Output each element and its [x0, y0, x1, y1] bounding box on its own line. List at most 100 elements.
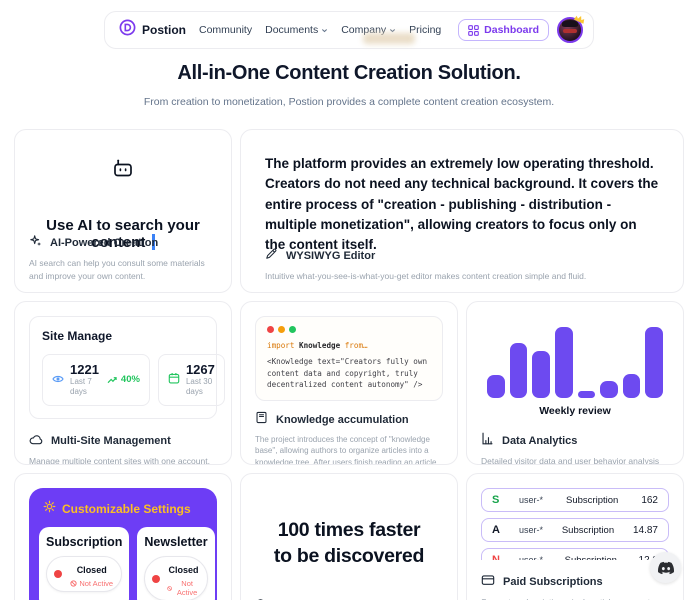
chart-caption: Weekly review — [539, 405, 611, 417]
feature-title: Multi-Site Management — [51, 434, 171, 447]
feature-title: AI-Powered Creation — [50, 237, 159, 250]
platform-headline: The platform provides an extremely low o… — [265, 156, 659, 252]
status-dot — [152, 574, 161, 583]
row-user: user-* — [519, 555, 544, 560]
card-knowledge-accumulation: import Knowledge from… <Knowledge text="… — [240, 301, 458, 465]
nav-link-community[interactable]: Community — [199, 24, 253, 36]
circle-slash-icon — [70, 580, 77, 587]
feature-description: Detailed visitor data and user behavior … — [481, 456, 660, 465]
toggle-title: Subscription — [46, 535, 123, 549]
close-dot-icon — [267, 326, 274, 333]
feature-grid: Use AI to search your content AI-Powered… — [14, 129, 684, 600]
panel-title: Site Manage — [42, 329, 113, 343]
page-subtitle: From creation to monetization, Postion p… — [143, 96, 555, 108]
toggle-status: Not Active — [167, 579, 199, 597]
stat-label: Last 7 days — [70, 377, 92, 397]
feature-description: AI search can help you consult some mate… — [29, 258, 205, 281]
calendar-icon — [168, 371, 180, 389]
feature-description: Supports subscription, single-article pa… — [481, 596, 669, 600]
code-line-import: import Knowledge from… — [267, 341, 368, 350]
stat-value: 1221 — [70, 362, 99, 377]
feature-title: Knowledge accumulation — [276, 413, 409, 426]
bar — [554, 327, 573, 398]
bar — [622, 374, 641, 398]
book-icon — [255, 411, 268, 429]
eye-icon — [52, 371, 64, 389]
bar — [487, 375, 505, 398]
toggle-state: Closed — [168, 565, 199, 575]
row-user: user-* — [519, 495, 544, 505]
card-wysiwyg-editor: The platform provides an extremely low o… — [240, 129, 684, 293]
brand-logo[interactable]: Postion — [119, 19, 186, 41]
panel-title: Customizable Settings — [62, 502, 191, 516]
logo-d-icon — [119, 19, 136, 41]
stat-last-7-days: 1221 Last 7 days 40% — [42, 354, 150, 406]
bar — [600, 381, 618, 398]
settings-panel: Customizable Settings Subscription Close… — [29, 488, 217, 600]
card-multi-site-management: Site Manage 1221 Last 7 days 40% — [14, 301, 232, 465]
feature-description: Intuitive what-you-see-is-what-you-get e… — [265, 270, 587, 281]
text-cursor — [152, 234, 155, 250]
stat-delta: 40% — [107, 374, 140, 385]
sparkle-icon — [29, 234, 42, 252]
dashboard-grid-icon — [468, 24, 479, 36]
card-paid-subscriptions: S user-* Subscription 162 A user-* Subsc… — [466, 473, 684, 600]
row-initial: S — [492, 494, 500, 506]
card-data-analytics: Weekly review Data Analytics Detailed vi… — [466, 301, 684, 465]
nav-link-documents[interactable]: Documents — [265, 24, 328, 36]
maximize-dot-icon — [289, 326, 296, 333]
bar — [532, 350, 550, 398]
feature-title: WYSIWYG Editor — [286, 249, 376, 262]
page-title: All-in-One Content Creation Solution. — [177, 62, 521, 84]
code-body: <Knowledge text="Creators fully own cont… — [267, 357, 428, 390]
feature-title: Paid Subscriptions — [503, 576, 603, 588]
trend-up-icon — [107, 377, 117, 384]
gear-icon — [43, 500, 56, 518]
row-user: user-* — [519, 525, 544, 535]
subscription-toggle-card: Subscription Closed Not Active — [39, 527, 130, 600]
code-window: import Knowledge from… <Knowledge text="… — [255, 316, 443, 401]
feature-description: The project introduces the concept of "k… — [255, 434, 439, 465]
chevron-down-icon — [390, 28, 396, 32]
blurred-nav-item — [363, 33, 415, 44]
bar-chart-icon — [481, 432, 494, 450]
bar — [577, 391, 596, 398]
cloud-icon — [29, 432, 43, 450]
row-initial: A — [492, 524, 500, 536]
stat-label: Last 30 days — [185, 377, 213, 397]
status-dot — [54, 570, 62, 578]
circle-slash-icon — [167, 585, 173, 591]
nav-link-pricing[interactable]: Pricing — [409, 24, 442, 36]
user-avatar[interactable] — [557, 15, 585, 43]
subscription-row: N user-* Subscription 12.2 — [481, 548, 669, 560]
feature-title: Data Analytics — [502, 435, 578, 447]
row-type: Subscription — [566, 494, 619, 506]
discord-icon — [657, 561, 674, 574]
window-traffic-lights — [267, 326, 431, 333]
discord-button[interactable] — [650, 552, 681, 583]
minimize-dot-icon — [278, 326, 285, 333]
hero: All-in-One Content Creation Solution. Fr… — [0, 62, 698, 108]
toggle-title: Newsletter — [144, 535, 208, 549]
row-initial: N — [492, 554, 500, 560]
brand-name: Postion — [142, 23, 186, 37]
row-amount: 14.87 — [632, 524, 658, 536]
pencil-icon — [265, 247, 278, 265]
site-manage-panel: Site Manage 1221 Last 7 days 40% — [29, 316, 225, 419]
ai-headline: Use AI to search your content — [46, 217, 200, 251]
subscription-row: S user-* Subscription 162 — [481, 488, 669, 512]
stat-value: 1267 — [185, 362, 215, 377]
card-customizable-settings: Customizable Settings Subscription Close… — [14, 473, 232, 600]
card-ai-powered-creation: Use AI to search your content AI-Powered… — [14, 129, 232, 293]
newsletter-toggle-card: Newsletter Closed Not Active — [137, 527, 215, 600]
row-amount: 162 — [641, 494, 658, 506]
chevron-down-icon — [322, 28, 328, 32]
dashboard-button[interactable]: Dashboard — [458, 19, 549, 41]
subscription-row: A user-* Subscription 14.87 — [481, 518, 669, 542]
toggle-state: Closed — [76, 565, 107, 575]
subscription-list: S user-* Subscription 162 A user-* Subsc… — [481, 488, 669, 560]
row-type: Subscription — [564, 554, 617, 561]
row-type: Subscription — [561, 524, 615, 536]
navbar: Postion Community Documents Company Pric… — [104, 11, 594, 49]
feature-description: Manage multiple content sites with one a… — [29, 455, 210, 465]
